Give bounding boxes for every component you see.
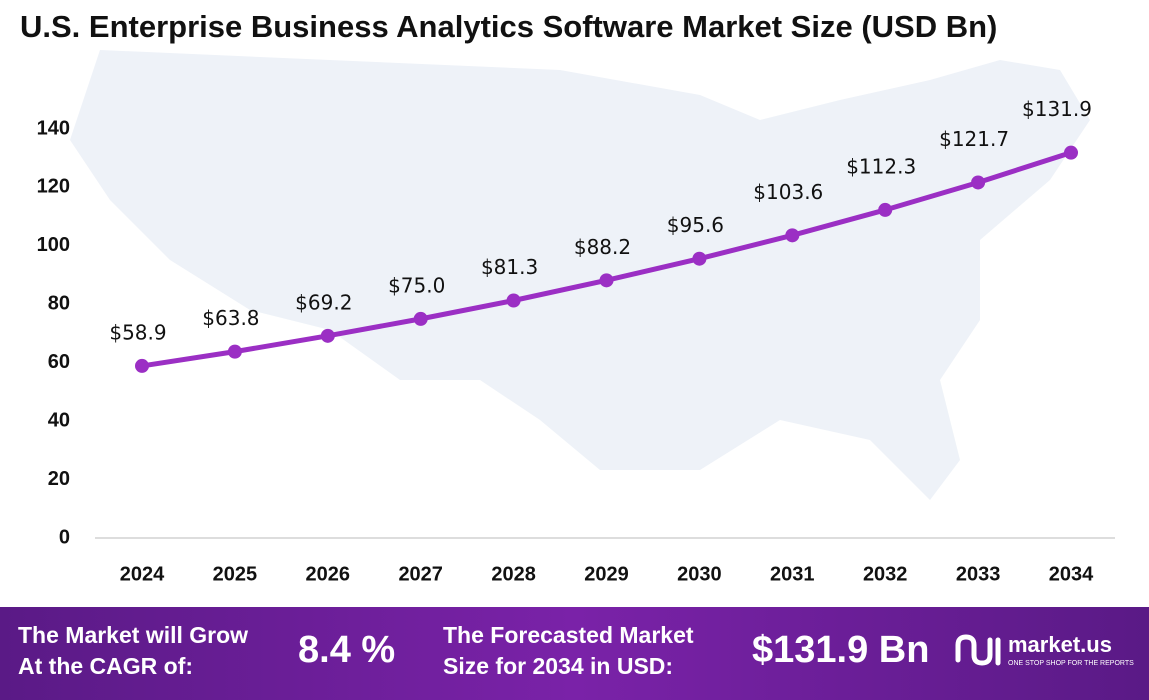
data-label: $63.8 xyxy=(202,306,259,330)
x-tick-label: 2032 xyxy=(863,563,908,585)
data-point xyxy=(320,328,335,343)
data-label: $88.2 xyxy=(574,235,631,259)
x-tick-label: 2026 xyxy=(306,563,351,585)
cagr-label: The Market will Grow xyxy=(18,622,248,648)
forecast-label: The Forecasted Market xyxy=(443,622,694,648)
data-label: $131.9 xyxy=(1022,97,1092,121)
data-label: $58.9 xyxy=(109,320,166,344)
plot: 0 20 40 60 80 100 120 140 2024 2025 2026 2027 2028 20… xyxy=(37,97,1094,585)
data-label: $69.2 xyxy=(295,290,352,314)
data-point xyxy=(135,358,149,373)
data-label: $112.3 xyxy=(846,154,916,178)
y-tick-label: 140 xyxy=(37,117,70,139)
map-background xyxy=(70,50,1090,500)
cagr-value: 8.4 % xyxy=(298,629,395,671)
forecast-label: Size for 2034 in USD: xyxy=(443,653,673,679)
y-tick-label: 100 xyxy=(37,234,70,256)
forecast-value: $131.9 Bn xyxy=(752,629,929,671)
x-tick-label: 2030 xyxy=(677,563,722,585)
data-point xyxy=(1064,145,1078,160)
cagr-label: At the CAGR of: xyxy=(18,653,193,679)
x-tick-label: 2024 xyxy=(120,563,165,585)
x-tick-label: 2031 xyxy=(770,563,815,585)
x-tick-label: 2025 xyxy=(213,563,258,585)
chart-title: U.S. Enterprise Business Analytics Softw… xyxy=(20,9,997,44)
data-point xyxy=(227,344,242,359)
y-tick-label: 120 xyxy=(37,176,70,198)
brand-name: market.us xyxy=(1008,632,1112,657)
x-tick-label: 2034 xyxy=(1049,563,1094,585)
data-point xyxy=(878,202,893,217)
brand-tagline: ONE STOP SHOP FOR THE REPORTS xyxy=(1008,660,1134,667)
x-tick-label: 2029 xyxy=(584,563,629,585)
data-point xyxy=(506,293,521,308)
y-tick-label: 80 xyxy=(48,293,70,315)
data-label: $75.0 xyxy=(388,273,445,297)
y-tick-label: 20 xyxy=(48,468,70,490)
data-label: $95.6 xyxy=(667,213,724,237)
data-label: $81.3 xyxy=(481,255,538,279)
data-point xyxy=(599,273,614,288)
x-tick-label: 2028 xyxy=(491,563,536,585)
y-tick-label: 40 xyxy=(48,409,70,431)
brand-logo xyxy=(955,634,1001,666)
data-point xyxy=(692,251,707,266)
data-point xyxy=(413,311,428,326)
data-label: $121.7 xyxy=(939,127,1009,151)
data-point xyxy=(785,228,800,243)
x-tick-label: 2033 xyxy=(956,563,1001,585)
y-tick-label: 0 xyxy=(59,526,70,548)
x-tick-label: 2027 xyxy=(398,563,443,585)
y-tick-label: 60 xyxy=(48,351,70,373)
data-label: $103.6 xyxy=(753,180,823,204)
data-point xyxy=(971,175,986,190)
